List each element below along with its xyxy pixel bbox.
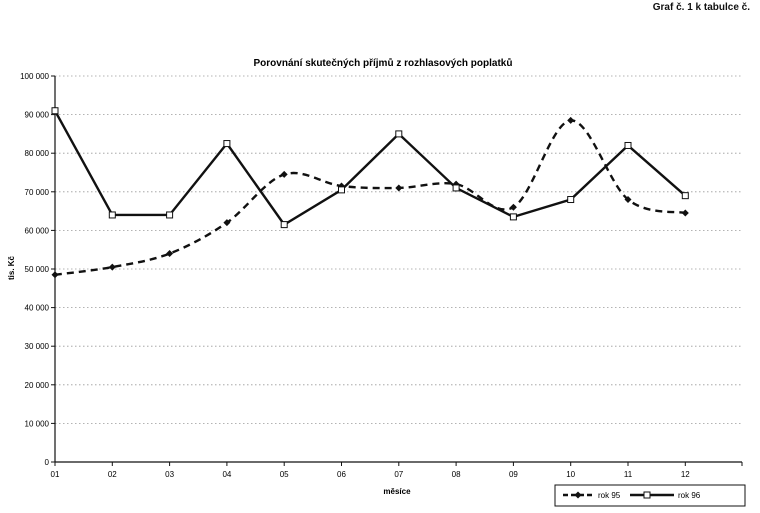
y-axis-ticks: 0 10 000 20 000 30 000 40 000 50 000 60 000 70 … [20,72,55,467]
data-point-rok-96 [567,196,575,204]
data-point-rok-96 [166,211,174,219]
y-tick-label: 50 000 [25,265,50,274]
y-tick-label: 30 000 [25,342,50,351]
legend-label-rok-95: rok 95 [598,491,621,500]
x-tick-label: 07 [394,470,403,479]
x-tick-label: 03 [165,470,174,479]
legend-marker-rok-95 [574,491,582,499]
x-axis-ticks: 01 02 03 04 05 06 07 08 09 10 11 12 [51,462,743,479]
x-tick-label: 10 [566,470,575,479]
x-tick-label: 04 [222,470,231,479]
legend-label-rok-96: rok 96 [678,491,701,500]
data-point-rok-95 [166,250,174,258]
series-group [51,107,689,279]
y-tick-label: 60 000 [25,226,50,235]
x-tick-label: 12 [681,470,690,479]
data-point-rok-96 [108,211,116,219]
data-point-rok-96 [452,184,460,192]
y-tick-label: 0 [45,458,50,467]
chart-title: Porovnání skutečných příjmů z rozhlasový… [254,57,513,69]
x-tick-label: 08 [452,470,461,479]
data-point-rok-95 [567,116,575,124]
y-tick-label: 20 000 [25,381,50,390]
y-tick-label: 70 000 [25,188,50,197]
data-point-rok-95 [395,184,403,192]
data-point-rok-95 [223,219,231,227]
data-point-rok-95 [624,196,632,204]
data-point-rok-96 [223,140,231,148]
x-tick-label: 01 [51,470,60,479]
y-tick-label: 10 000 [25,419,50,428]
legend-marker-rok-96 [643,491,651,499]
data-point-rok-96 [280,221,288,229]
data-point-rok-95 [681,209,689,217]
series-line-rok-95 [54,119,686,276]
data-point-rok-96 [681,192,689,200]
data-point-rok-96 [395,130,403,138]
data-point-rok-96 [51,107,59,115]
x-tick-label: 09 [509,470,518,479]
data-point-rok-96 [624,141,632,149]
y-tick-label: 90 000 [25,111,50,120]
data-point-rok-95 [509,203,517,211]
y-tick-label: 40 000 [25,304,50,313]
y-axis-label: tis. Kč [7,255,16,280]
data-point-rok-95 [51,271,59,279]
data-point-rok-96 [509,213,517,221]
x-tick-label: 11 [624,470,633,479]
grid-lines [55,75,742,424]
x-tick-label: 02 [108,470,117,479]
data-point-rok-95 [280,170,288,178]
y-tick-label: 100 000 [20,72,49,81]
legend: rok 95 rok 96 [554,484,746,507]
data-point-rok-95 [108,263,116,271]
page-label: Graf č. 1 k tabulce č. [652,2,750,13]
x-axis-label: měsíce [383,487,411,496]
y-tick-label: 80 000 [25,149,50,158]
x-tick-label: 06 [337,470,346,479]
x-tick-label: 05 [280,470,289,479]
series-line-rok-96 [53,110,687,227]
data-point-rok-96 [338,186,345,194]
